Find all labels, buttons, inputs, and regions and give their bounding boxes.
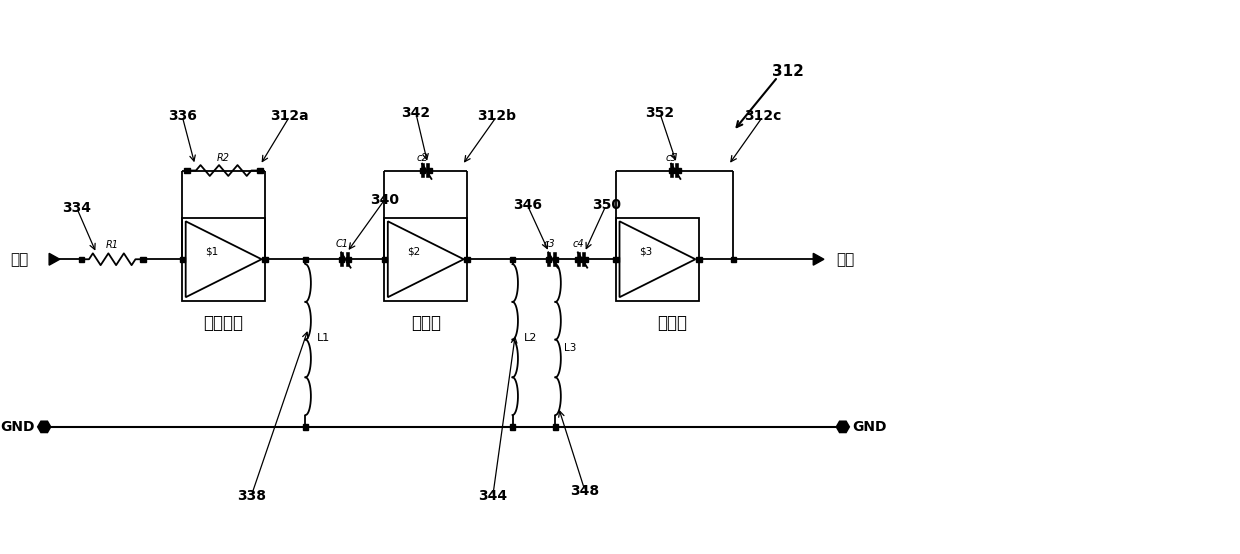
Bar [546, 257, 552, 262]
Polygon shape [50, 253, 60, 265]
Bar [614, 257, 619, 262]
Bar [419, 168, 425, 173]
Bar [180, 257, 185, 262]
Text: 346: 346 [513, 198, 542, 212]
Bar [730, 257, 737, 262]
Polygon shape [836, 420, 851, 433]
Text: c4: c4 [573, 239, 584, 249]
Text: 350: 350 [591, 198, 621, 212]
Bar [583, 257, 588, 262]
Bar [182, 218, 265, 301]
Text: 312a: 312a [270, 109, 309, 124]
Text: 输出: 输出 [837, 252, 854, 267]
Bar [427, 168, 432, 173]
Text: 312b: 312b [477, 109, 516, 124]
Text: L3: L3 [564, 343, 577, 353]
Bar [303, 257, 309, 262]
Bar [79, 257, 84, 262]
Bar [668, 168, 675, 173]
Text: 312: 312 [771, 64, 804, 79]
Bar [465, 257, 470, 262]
Text: $3: $3 [639, 247, 652, 257]
Bar [575, 257, 580, 262]
Text: 最终级: 最终级 [657, 314, 687, 332]
Bar [346, 257, 351, 262]
Text: 342: 342 [402, 106, 430, 120]
Text: GND: GND [852, 420, 887, 434]
Text: GND: GND [0, 420, 35, 434]
Text: 驱动器: 驱动器 [410, 314, 440, 332]
Text: $2: $2 [407, 247, 420, 257]
Text: L1: L1 [316, 333, 330, 343]
Bar [616, 218, 699, 301]
Bar [696, 257, 702, 262]
Text: R1: R1 [105, 240, 119, 250]
Text: 348: 348 [570, 484, 600, 498]
Bar [676, 168, 681, 173]
Text: 334: 334 [62, 201, 92, 215]
Bar [258, 168, 263, 173]
Polygon shape [37, 420, 52, 433]
Text: 336: 336 [167, 109, 197, 124]
Text: C1: C1 [336, 239, 348, 249]
Text: R2: R2 [217, 153, 231, 163]
Bar [303, 424, 309, 429]
Text: 输入: 输入 [10, 252, 29, 267]
Text: 前驱动器: 前驱动器 [203, 314, 243, 332]
Text: 352: 352 [645, 106, 675, 120]
Text: 340: 340 [370, 193, 399, 207]
Bar [553, 257, 558, 262]
Bar [185, 168, 190, 173]
Bar [384, 218, 467, 301]
Bar [339, 257, 345, 262]
Text: c5: c5 [666, 153, 677, 163]
Text: 338: 338 [237, 489, 265, 503]
Text: 312c: 312c [744, 109, 781, 124]
Text: L2: L2 [523, 333, 537, 343]
Text: $1: $1 [205, 247, 218, 257]
Bar [263, 257, 268, 262]
Bar [140, 257, 145, 262]
Text: 344: 344 [479, 489, 507, 503]
Text: c3: c3 [543, 239, 554, 249]
Polygon shape [813, 253, 823, 265]
Bar [510, 257, 516, 262]
Bar [510, 424, 516, 429]
Text: c2: c2 [417, 153, 429, 163]
Bar [553, 424, 558, 429]
Bar [382, 257, 387, 262]
